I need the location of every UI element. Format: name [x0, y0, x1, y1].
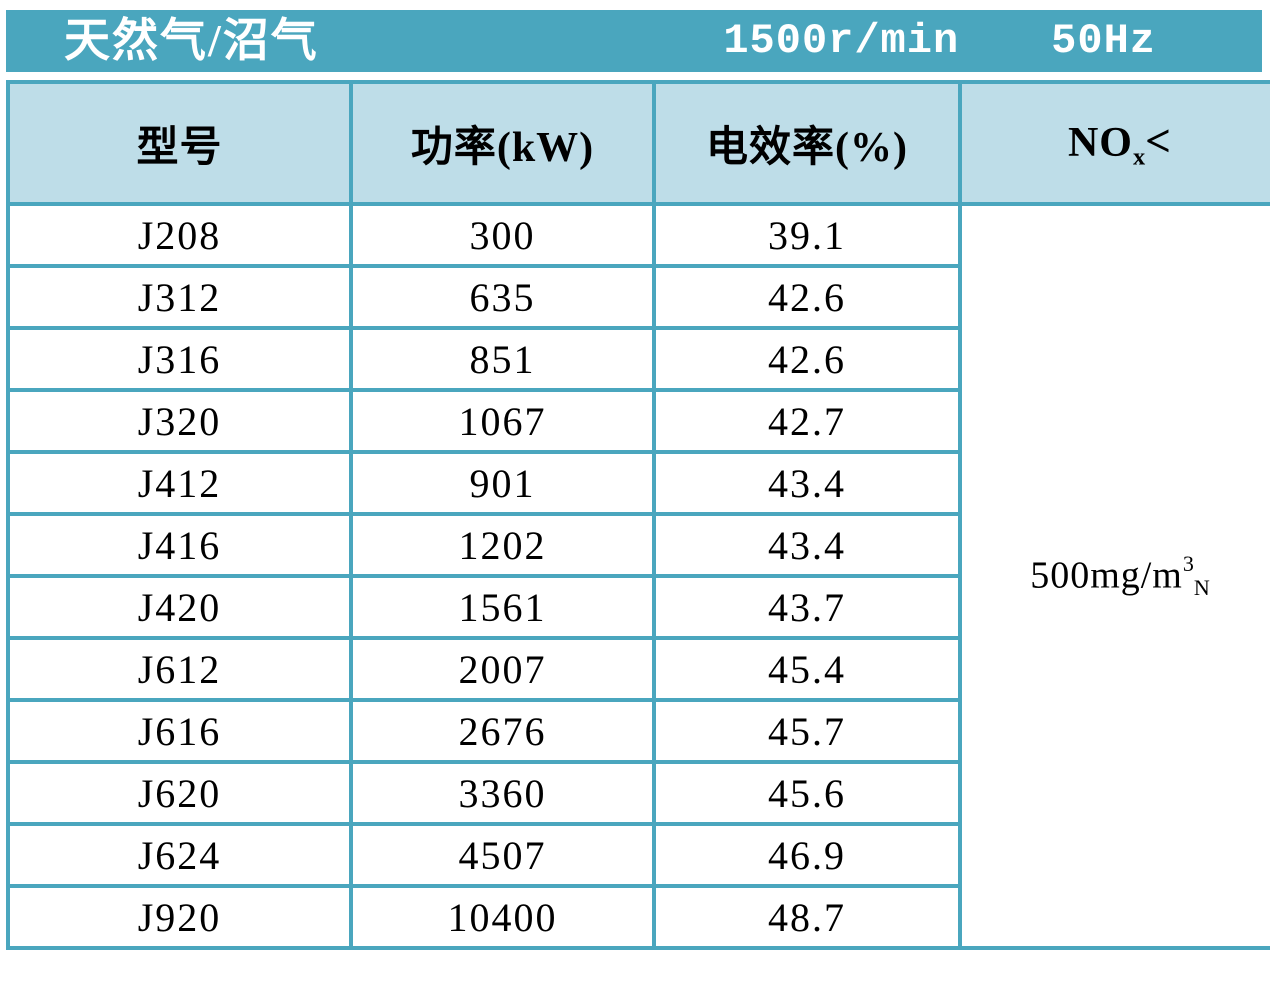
nox-limit-subscript: N	[1193, 575, 1210, 601]
power-cell: 635	[349, 264, 656, 330]
model-cell: J208	[6, 202, 353, 268]
model-cell: J412	[6, 450, 353, 516]
table-row: J412 901 43.4	[6, 450, 1270, 516]
model-cell: J416	[6, 512, 353, 578]
frequency-label: 50Hz	[1051, 17, 1156, 65]
model-cell: J920	[6, 884, 353, 950]
power-cell: 2007	[349, 636, 656, 702]
model-cell: J624	[6, 822, 353, 888]
table-body: J208 300 39.1 500mg/m3N J312 635 42.6 J3…	[6, 202, 1270, 950]
power-cell: 4507	[349, 822, 656, 888]
efficiency-cell: 43.4	[652, 450, 962, 516]
table-row: J320 1067 42.7	[6, 388, 1270, 454]
power-cell: 10400	[349, 884, 656, 950]
efficiency-cell: 42.7	[652, 388, 962, 454]
efficiency-cell: 43.7	[652, 574, 962, 640]
header-row: 型号 功率(kW) 电效率(%) NOx<	[6, 80, 1270, 206]
efficiency-cell: 48.7	[652, 884, 962, 950]
engine-speed-label: 1500r/min	[723, 17, 960, 65]
efficiency-cell: 39.1	[652, 202, 962, 268]
model-cell: J320	[6, 388, 353, 454]
title-bar: 天然气/沼气 1500r/min 50Hz	[6, 10, 1262, 72]
nox-subscript: x	[1132, 143, 1146, 171]
power-cell: 851	[349, 326, 656, 392]
nox-limit-superscript: 3	[1182, 550, 1194, 576]
less-than-symbol: <	[1145, 115, 1173, 166]
power-cell: 1561	[349, 574, 656, 640]
model-cell: J620	[6, 760, 353, 826]
table-row: J624 4507 46.9	[6, 822, 1270, 888]
table-row: J920 10400 48.7	[6, 884, 1270, 950]
efficiency-cell: 45.4	[652, 636, 962, 702]
table-row: J208 300 39.1 500mg/m3N	[6, 202, 1270, 950]
table-row: J316 851 42.6	[6, 326, 1270, 392]
title-specs: 1500r/min 50Hz	[723, 20, 1156, 62]
efficiency-cell: 46.9	[652, 822, 962, 888]
nox-base: NO	[1067, 119, 1133, 166]
nox-limit-cell: 500mg/m3N	[958, 202, 1270, 950]
model-cell: J420	[6, 574, 353, 640]
nox-column-header: NOx<	[958, 80, 1270, 206]
power-cell: 3360	[349, 760, 656, 826]
power-cell: 300	[349, 202, 656, 268]
nox-limit-base: 500mg/m	[1030, 554, 1183, 597]
efficiency-cell: 43.4	[652, 512, 962, 578]
table-row: J416 1202 43.4	[6, 512, 1270, 578]
efficiency-cell: 45.6	[652, 760, 962, 826]
power-cell: 1067	[349, 388, 656, 454]
model-cell: J312	[6, 264, 353, 330]
table-row: J612 2007 45.4	[6, 636, 1270, 702]
power-cell: 1202	[349, 512, 656, 578]
efficiency-cell: 42.6	[652, 264, 962, 330]
table-row: J620 3360 45.6	[6, 760, 1270, 826]
power-cell: 2676	[349, 698, 656, 764]
fuel-type-title: 天然气/沼气	[64, 15, 319, 66]
efficiency-cell: 42.6	[652, 326, 962, 392]
model-cell: J612	[6, 636, 353, 702]
model-cell: J316	[6, 326, 353, 392]
power-cell: 901	[349, 450, 656, 516]
table-row: J312 635 42.6	[6, 264, 1270, 330]
table-header: 型号 功率(kW) 电效率(%) NOx<	[6, 80, 1270, 206]
model-cell: J616	[6, 698, 353, 764]
table-row: J420 1561 43.7	[6, 574, 1270, 640]
efficiency-cell: 45.7	[652, 698, 962, 764]
engine-spec-table: 型号 功率(kW) 电效率(%) NOx< J208 300 39.1 500m…	[6, 80, 1270, 950]
table-row: J616 2676 45.7	[6, 698, 1270, 764]
efficiency-column-header: 电效率(%)	[652, 80, 962, 206]
power-column-header: 功率(kW)	[349, 80, 656, 206]
model-column-header: 型号	[6, 80, 353, 206]
